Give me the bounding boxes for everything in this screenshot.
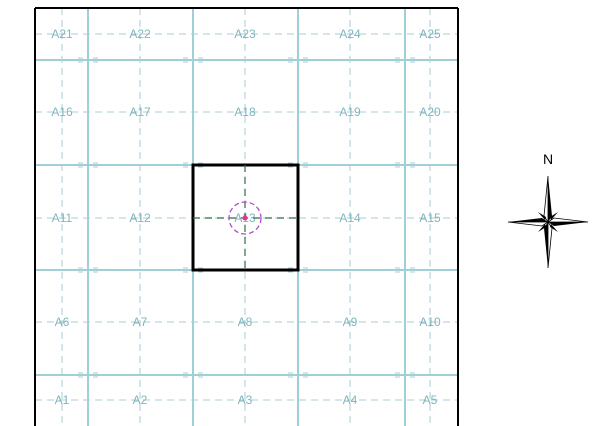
map-cell-label-a15[interactable]: A15 (419, 211, 441, 225)
grid-intersection-tick (78, 372, 98, 378)
map-cell-label-a12[interactable]: A12 (129, 211, 151, 225)
map-cells: A21A22A23A24A25A16A17A18A19A20A11A12A13A… (51, 27, 441, 407)
map-cell-label-a8[interactable]: A8 (238, 315, 253, 329)
map-cell-label-a10[interactable]: A10 (419, 315, 441, 329)
map-cell-label-a9[interactable]: A9 (343, 315, 358, 329)
map-cell-label-a2[interactable]: A2 (133, 393, 148, 407)
compass-sw-point (538, 224, 546, 232)
map-cell-label-a4[interactable]: A4 (343, 393, 358, 407)
map-cell-label-a25[interactable]: A25 (419, 27, 441, 41)
compass-east-point-dark (548, 222, 588, 226)
compass-se-point (550, 224, 558, 232)
compass-north-label: N (543, 151, 553, 167)
compass-north-point-dark (548, 176, 552, 222)
grid-intersection-tick (288, 267, 308, 273)
compass-south-point-light (547, 220, 553, 269)
map-cell-label-a6[interactable]: A6 (55, 315, 70, 329)
map-cell-label-a3[interactable]: A3 (238, 393, 253, 407)
grid-intersection-tick (78, 162, 98, 168)
map-cell-label-a1[interactable]: A1 (55, 393, 70, 407)
map-cell-label-a21[interactable]: A21 (51, 27, 73, 41)
map-cell-label-a7[interactable]: A7 (133, 315, 148, 329)
grid-intersection-tick (288, 57, 308, 63)
map-cell-label-a16[interactable]: A16 (51, 105, 73, 119)
grid-intersection-tick (395, 57, 415, 63)
compass-west-point-dark (508, 218, 548, 222)
map-cell-label-a17[interactable]: A17 (129, 105, 151, 119)
map-cell-label-a18[interactable]: A18 (234, 105, 256, 119)
grid-intersection-tick (395, 267, 415, 273)
grid-intersection-tick (183, 372, 203, 378)
grid-intersection-tick (78, 267, 98, 273)
grid-intersection-tick (395, 372, 415, 378)
map-cell-label-a14[interactable]: A14 (339, 211, 361, 225)
compass-icon (507, 175, 589, 269)
map-cell-label-a11[interactable]: A11 (52, 211, 73, 225)
grid-intersection-tick (183, 162, 203, 168)
compass-nw-point (538, 212, 546, 220)
map-cell-label-a20[interactable]: A20 (419, 105, 441, 119)
compass-south-point-dark (544, 222, 548, 268)
grid-intersection-tick (183, 267, 203, 273)
location-marker-dot (242, 215, 248, 221)
map-cell-label-a19[interactable]: A19 (339, 105, 361, 119)
location-marker-ring (228, 201, 262, 235)
selected-cell[interactable] (191, 163, 300, 272)
grid-intersection-tick (78, 57, 98, 63)
map-cell-label-a23[interactable]: A23 (234, 27, 256, 41)
compass-ne-point (550, 212, 558, 220)
grid-intersection-tick (395, 162, 415, 168)
compass-rose: N (507, 151, 589, 269)
map-cell-label-a24[interactable]: A24 (339, 27, 361, 41)
grid-intersection-tick (183, 57, 203, 63)
map-cell-label-a5[interactable]: A5 (423, 393, 438, 407)
compass-north-point-light (543, 175, 549, 224)
grid-intersection-tick (288, 162, 308, 168)
map-cell-label-a22[interactable]: A22 (129, 27, 151, 41)
grid-intersection-tick (288, 372, 308, 378)
